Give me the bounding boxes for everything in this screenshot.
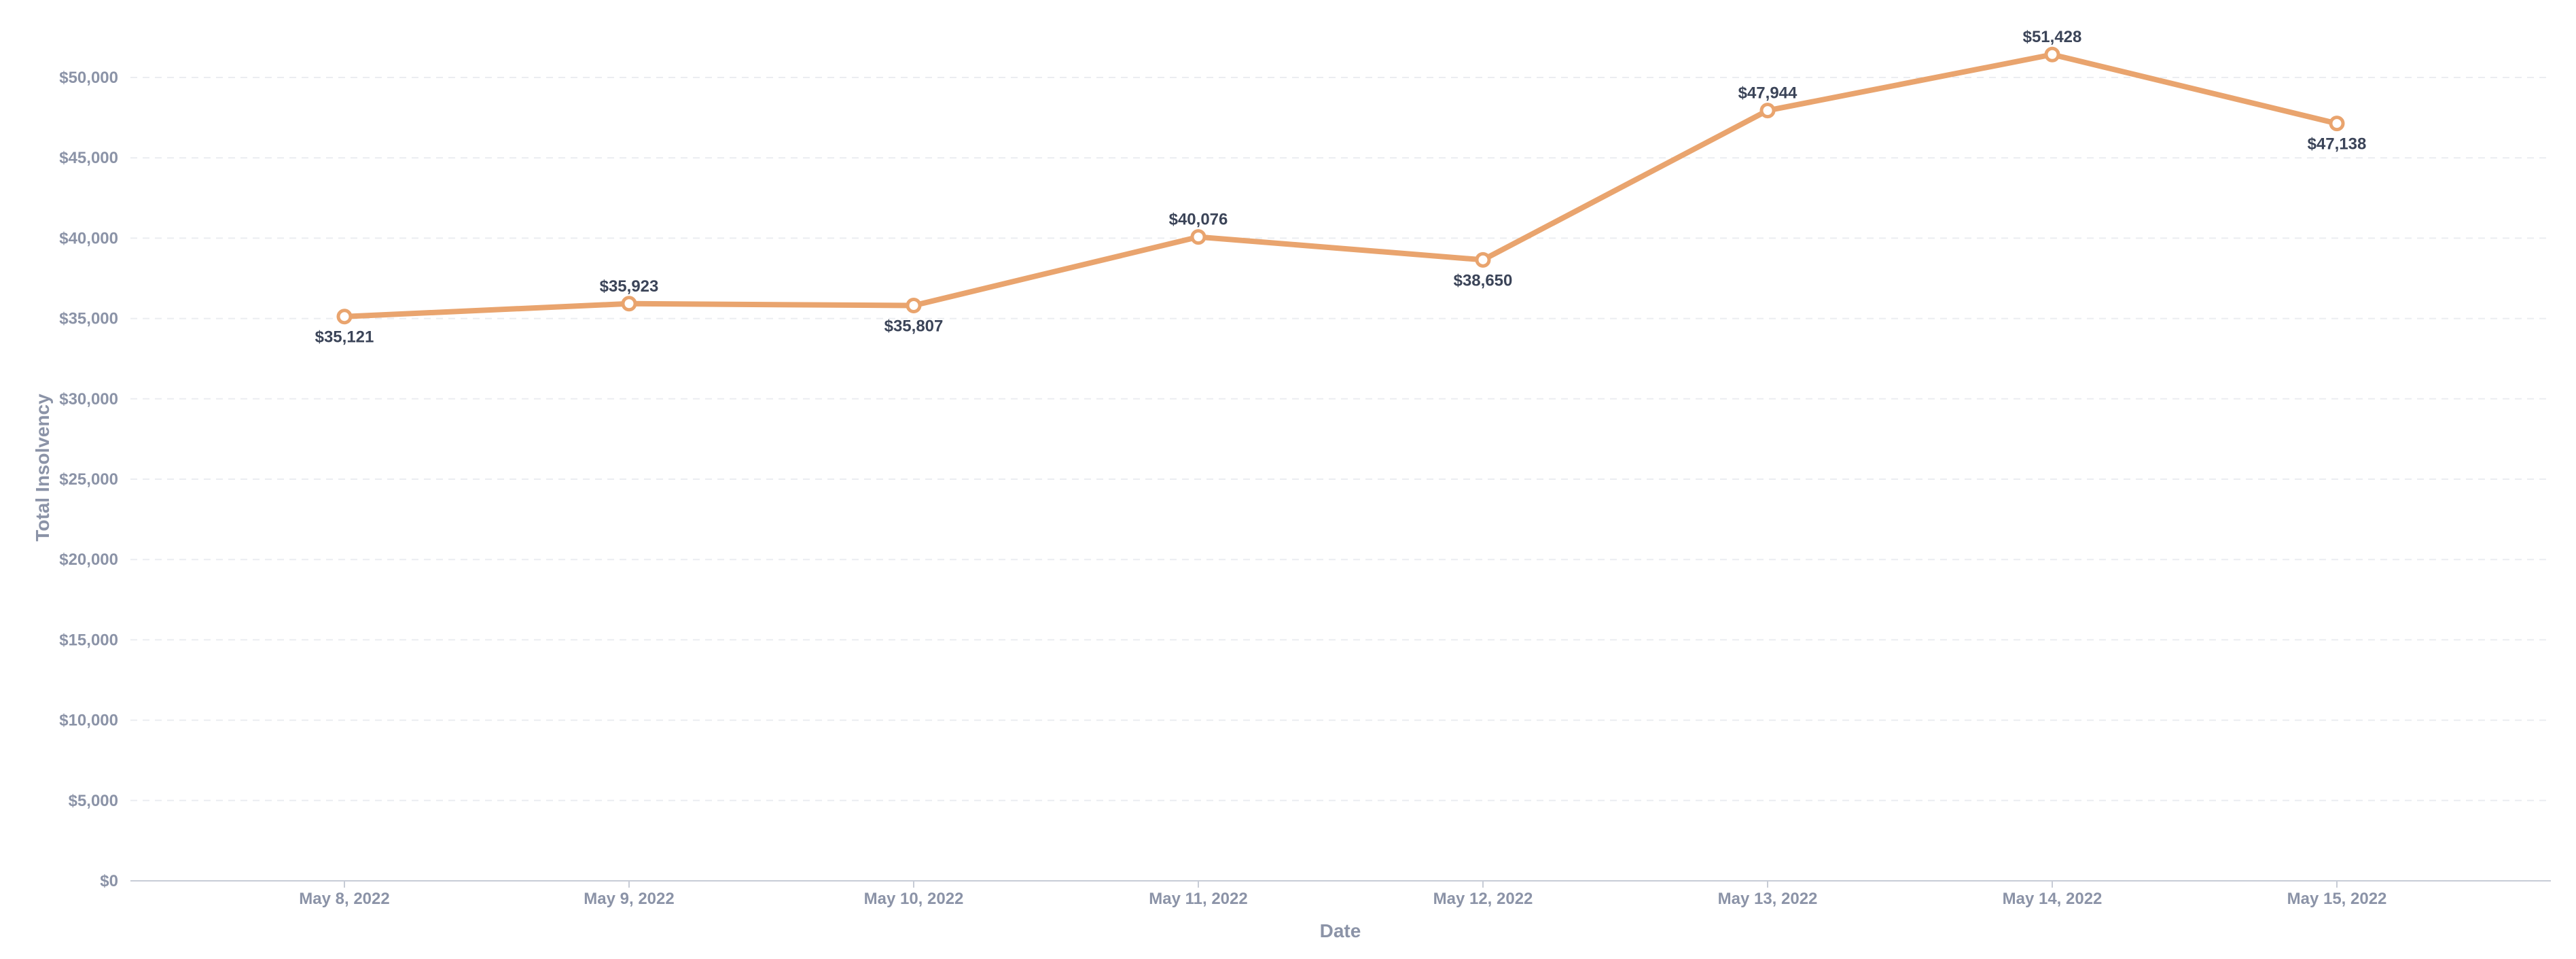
data-point[interactable] bbox=[336, 309, 353, 325]
y-tick-label: $15,000 bbox=[59, 631, 118, 649]
data-point[interactable] bbox=[906, 298, 922, 314]
x-tick-label: May 8, 2022 bbox=[299, 890, 389, 908]
data-point[interactable] bbox=[2044, 46, 2060, 63]
data-label: $51,428 bbox=[2023, 28, 2082, 46]
x-tick-label: May 14, 2022 bbox=[2003, 890, 2103, 908]
data-label: $35,807 bbox=[884, 317, 944, 336]
data-label: $47,944 bbox=[1738, 84, 1797, 103]
data-point[interactable] bbox=[2329, 116, 2345, 132]
x-tick-label: May 13, 2022 bbox=[1718, 890, 1818, 908]
gridlines bbox=[130, 77, 2551, 801]
y-axis: $0 $5,000 $10,000 $15,000 $20,000 $25,000 $30,… bbox=[59, 69, 118, 890]
y-tick-label: $10,000 bbox=[59, 712, 118, 730]
x-tick-label: May 11, 2022 bbox=[1149, 890, 1247, 908]
y-tick-label: $0 bbox=[100, 872, 118, 890]
y-tick-label: $25,000 bbox=[59, 470, 118, 489]
data-label: $47,138 bbox=[2308, 135, 2367, 154]
data-point[interactable] bbox=[1475, 251, 1491, 268]
data-label: $35,121 bbox=[315, 328, 374, 347]
y-tick-label: $35,000 bbox=[59, 310, 118, 328]
x-axis-title: Date bbox=[1320, 920, 1361, 941]
x-tick-label: May 15, 2022 bbox=[2287, 890, 2387, 908]
y-tick-label: $50,000 bbox=[59, 69, 118, 87]
data-point[interactable] bbox=[621, 296, 637, 312]
y-tick-label: $20,000 bbox=[59, 551, 118, 569]
y-tick-label: $45,000 bbox=[59, 149, 118, 167]
data-label: $35,923 bbox=[600, 277, 659, 296]
data-point[interactable] bbox=[1759, 103, 1776, 119]
x-tick-label: May 9, 2022 bbox=[584, 890, 674, 908]
x-tick-label: May 12, 2022 bbox=[1433, 890, 1533, 908]
data-points bbox=[336, 46, 2345, 325]
y-tick-label: $40,000 bbox=[59, 229, 118, 247]
y-tick-label: $5,000 bbox=[69, 792, 118, 810]
x-axis: May 8, 2022 May 9, 2022 May 10, 2022 May 11… bbox=[130, 880, 2551, 908]
data-label: $40,076 bbox=[1169, 211, 1228, 229]
y-axis-title: Total Insolvency bbox=[32, 394, 53, 542]
data-labels: $35,121 $35,923 $35,807 $40,076 $38,650 $47,9… bbox=[315, 28, 2367, 346]
series-line-path bbox=[342, 52, 2340, 319]
data-point[interactable] bbox=[1190, 229, 1206, 245]
series-line bbox=[342, 52, 2340, 319]
y-tick-label: $30,000 bbox=[59, 390, 118, 408]
x-tick-label: May 10, 2022 bbox=[864, 890, 964, 908]
data-label: $38,650 bbox=[1454, 271, 1513, 290]
